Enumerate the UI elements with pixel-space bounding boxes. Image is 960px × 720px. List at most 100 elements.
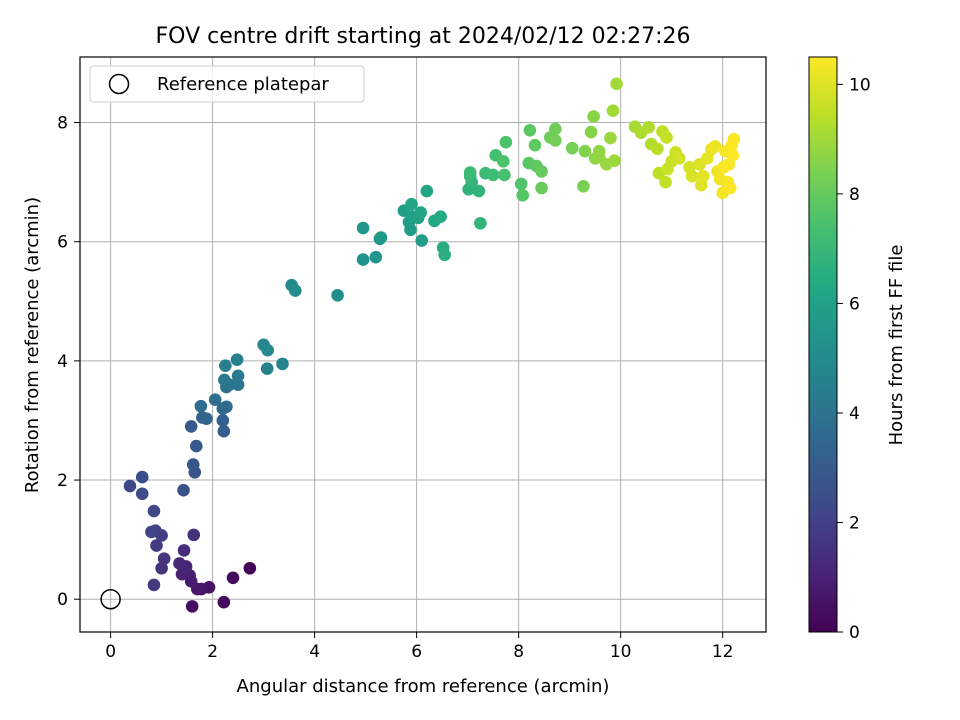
reference-platepar-marker [100,588,121,610]
data-point [584,125,598,139]
data-point [356,253,370,266]
data-point [577,180,590,193]
colorbar-tick-label: 8 [849,185,860,205]
data-point [208,393,222,406]
data-point [604,131,617,145]
data-point [173,557,186,570]
data-point [516,188,530,202]
data-point [696,169,710,183]
y-tick-label: 2 [57,471,68,491]
y-tick-label: 0 [57,590,68,610]
data-point [276,357,289,371]
data-point [474,216,487,230]
data-point [499,135,513,149]
data-point [374,231,388,244]
data-point [231,378,245,392]
data-point [155,561,168,575]
data-point [578,144,592,158]
data-point [660,131,673,144]
data-point [420,184,434,198]
colorbar-label: Hours from first FF file [886,245,907,446]
data-point [219,359,232,372]
chart-title: FOV centre drift starting at 2024/02/12 … [156,24,691,49]
data-point [438,248,451,262]
data-point [528,138,542,152]
data-point [723,181,737,195]
data-point [642,121,655,134]
grid [80,57,766,632]
x-tick-label: 12 [712,642,734,662]
data-point [659,175,672,189]
x-axis-ticks: 0 2 4 6 8 10 12 [105,632,733,662]
data-point [549,122,562,136]
x-tick-label: 0 [105,642,116,662]
data-point [217,595,231,609]
data-point [226,571,240,585]
colorbar: 0 2 4 6 8 10 Hours from first FF file [808,56,907,643]
y-tick-label: 4 [57,352,68,372]
data-point [230,353,244,366]
data-point [217,424,231,438]
data-point [535,165,548,178]
x-tick-label: 8 [513,642,524,662]
data-point [708,140,722,153]
data-point [135,487,149,501]
data-point [610,77,623,91]
data-point [260,362,274,375]
data-point [498,168,511,182]
data-point [147,504,161,518]
data-point [135,470,149,484]
data-point [608,154,621,167]
data-point [523,123,537,137]
data-point [549,134,562,147]
legend: Reference platepar [89,65,365,103]
data-point [434,210,447,223]
data-point [606,104,620,117]
data-point [145,525,158,539]
data-point [414,206,428,219]
data-point [472,184,486,198]
y-axis-label: Rotation from reference (arcmin) [22,197,43,493]
x-tick-label: 10 [610,642,632,662]
colorbar-ticks: 0 2 4 6 8 10 [837,75,871,643]
data-point [184,420,198,433]
colorbar-tick-label: 10 [849,75,871,95]
data-point [415,234,429,247]
data-point [356,221,370,235]
data-point [514,177,528,191]
data-point [177,483,190,497]
x-tick-label: 2 [207,642,218,662]
data-point [185,600,199,613]
data-point [486,168,500,182]
data-point [216,414,230,427]
data-point [404,223,417,237]
data-point [194,399,208,413]
data-point [497,154,510,168]
x-axis-label: Angular distance from reference (arcmin) [237,676,610,697]
data-point [150,539,163,552]
data-point [231,369,245,383]
data-point [186,458,200,471]
data-point [189,439,203,453]
data-point [331,289,344,302]
legend-label-reference-platepar: Reference platepar [157,74,329,95]
data-point [177,544,191,557]
data-point [726,149,740,162]
data-points [100,77,741,613]
colorbar-gradient [808,56,838,633]
colorbar-tick-label: 2 [849,513,860,533]
data-point [727,132,741,146]
colorbar-tick-label: 6 [849,294,860,314]
colorbar-tick-label: 4 [849,404,860,424]
data-point [147,578,161,592]
data-point [220,400,233,414]
data-point [672,151,686,165]
colorbar-tick-label: 0 [849,623,860,643]
data-point [218,373,231,387]
data-point [123,479,137,493]
data-point [243,561,257,575]
data-point [288,284,302,297]
data-point [187,528,201,542]
data-point [157,552,171,566]
legend-box [89,65,365,103]
